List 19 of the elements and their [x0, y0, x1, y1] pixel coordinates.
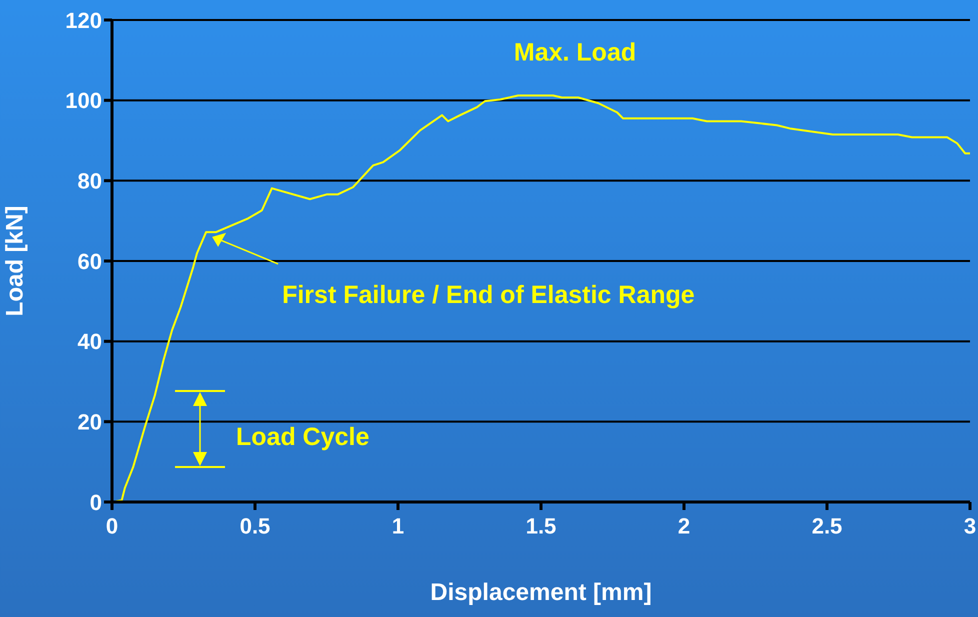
x-tick-label: 3 — [964, 514, 976, 539]
y-tick-label: 60 — [78, 248, 102, 274]
x-tick-label: 0.5 — [240, 514, 270, 539]
x-tick-label: 1.5 — [526, 514, 556, 539]
x-tick-label: 1 — [392, 514, 404, 539]
y-tick-label: 100 — [65, 88, 102, 114]
x-tick-label: 2 — [678, 514, 690, 539]
y-tick-label: 40 — [78, 329, 102, 354]
x-tick-label: 0 — [106, 514, 118, 539]
annotation: First Failure / End of Elastic Range — [282, 280, 695, 309]
annotation: Load Cycle — [236, 423, 370, 451]
y-tick-label: 20 — [78, 409, 102, 434]
x-tick-label: 2.5 — [812, 514, 842, 539]
y-tick-label: 80 — [78, 168, 102, 194]
annotation: Max. Load — [514, 38, 636, 66]
y-tick-label: 0 — [90, 490, 102, 515]
y-axis-title: Load [kN] — [2, 206, 29, 316]
x-axis-title: Displacement [mm] — [430, 579, 652, 606]
y-tick-label: 120 — [65, 8, 102, 33]
